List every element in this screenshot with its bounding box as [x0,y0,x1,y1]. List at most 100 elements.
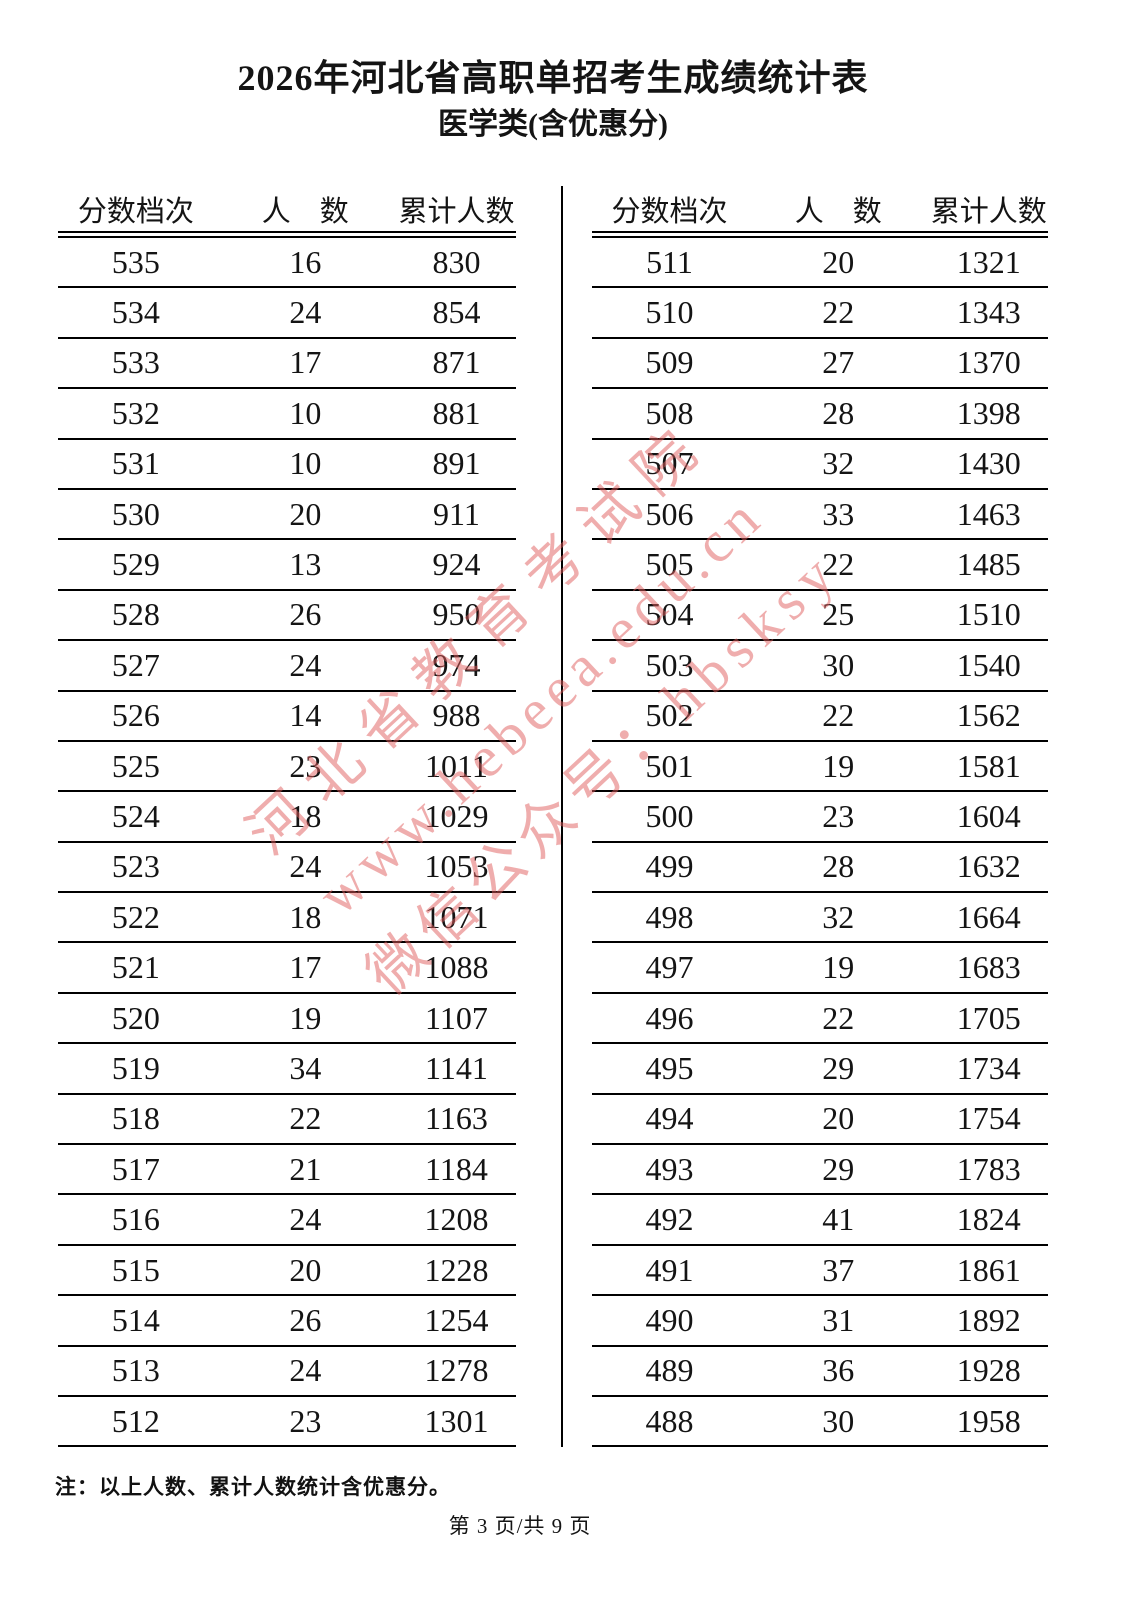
cumulative-cell: 1632 [956,848,1021,885]
count-cell: 24 [289,848,322,885]
count-cell: 28 [822,394,855,431]
score-table-left: 分数档次 人 数 累计人数 535 16 830 534 24 854 533 17 871 53… [58,186,516,1448]
column-header-score: 分数档次 [77,195,194,228]
cumulative-cell: 924 [432,546,481,583]
score-cell: 512 [111,1402,160,1439]
score-cell: 496 [645,999,694,1036]
table-row: 522 18 1071 [58,893,516,944]
count-cell: 24 [289,294,322,331]
table-row: 495 29 1734 [592,1044,1048,1095]
score-cell: 488 [645,1402,694,1439]
score-cell: 504 [645,596,694,633]
score-cell: 492 [645,1201,694,1238]
cumulative-cell: 1705 [956,999,1021,1036]
table-row: 525 23 1011 [58,742,516,793]
cumulative-cell: 1107 [425,999,488,1036]
table-row: 502 22 1562 [592,692,1048,742]
count-cell: 14 [289,697,322,734]
score-cell: 500 [645,797,694,834]
score-cell: 498 [645,898,694,935]
count-cell: 33 [822,495,855,532]
cumulative-cell: 1581 [956,747,1021,784]
cumulative-cell: 830 [432,243,481,280]
count-cell: 22 [822,697,855,734]
table-row: 515 20 1228 [58,1246,516,1297]
cumulative-cell: 1734 [956,1049,1021,1086]
column-header-count: 人 数 [261,195,349,228]
cumulative-cell: 1208 [424,1201,489,1238]
count-cell: 20 [822,1100,855,1137]
score-cell: 535 [111,243,160,280]
score-cell: 506 [645,495,694,532]
score-cell: 521 [111,949,160,986]
cumulative-cell: 1163 [425,1100,488,1137]
score-cell: 522 [111,898,160,935]
table-row: 521 17 1088 [58,943,516,994]
cumulative-cell: 1604 [956,797,1021,834]
count-cell: 17 [289,344,322,381]
table-row: 528 26 950 [58,591,516,642]
table-row: 508 28 1398 [592,389,1048,440]
count-cell: 19 [289,999,322,1036]
table-row: 497 19 1683 [592,943,1048,994]
score-cell: 501 [645,747,694,784]
score-cell: 497 [645,949,694,986]
table-row: 504 25 1510 [592,591,1048,642]
table-row: 526 14 988 [58,692,516,742]
cumulative-cell: 1071 [424,898,489,935]
cumulative-cell: 1053 [424,848,489,885]
score-cell: 503 [645,646,694,683]
cumulative-cell: 1398 [956,394,1021,431]
count-cell: 37 [822,1251,855,1288]
table-row: 499 28 1632 [592,843,1048,894]
score-cell: 511 [646,243,693,280]
cumulative-cell: 950 [432,596,481,633]
cumulative-cell: 1184 [425,1150,488,1187]
cumulative-cell: 1254 [424,1301,489,1338]
score-cell: 530 [111,495,160,532]
cumulative-cell: 988 [432,697,481,734]
cumulative-cell: 911 [433,495,480,532]
count-cell: 13 [289,546,322,583]
count-cell: 29 [822,1049,855,1086]
count-cell: 29 [822,1150,855,1187]
table-row: 529 13 924 [58,540,516,591]
score-cell: 516 [111,1201,160,1238]
count-cell: 23 [289,747,322,784]
count-cell: 18 [289,797,322,834]
score-cell: 493 [645,1150,694,1187]
table-row: 518 22 1163 [58,1095,516,1146]
cumulative-cell: 1824 [956,1201,1021,1238]
count-cell: 22 [289,1100,322,1137]
cumulative-cell: 1562 [956,697,1021,734]
table-row: 494 20 1754 [592,1095,1048,1146]
table-row: 509 27 1370 [592,339,1048,390]
score-cell: 524 [111,797,160,834]
count-cell: 32 [822,898,855,935]
cumulative-cell: 1510 [956,596,1021,633]
column-header-cumulative: 累计人数 [930,195,1047,228]
count-cell: 22 [822,546,855,583]
score-cell: 531 [111,445,160,482]
score-cell: 495 [645,1049,694,1086]
score-cell: 518 [111,1100,160,1137]
table-row: 496 22 1705 [592,994,1048,1045]
score-cell: 523 [111,848,160,885]
table-row: 534 24 854 [58,288,516,339]
score-cell: 528 [111,596,160,633]
count-cell: 36 [822,1352,855,1389]
table-row: 489 36 1928 [592,1347,1048,1397]
cumulative-cell: 1754 [956,1100,1021,1137]
cumulative-cell: 1088 [424,949,489,986]
cumulative-cell: 1928 [956,1352,1021,1389]
score-cell: 532 [111,394,160,431]
table-row: 512 23 1301 [58,1397,516,1448]
score-cell: 489 [645,1352,694,1389]
table-row: 517 21 1184 [58,1145,516,1196]
cumulative-cell: 1485 [956,546,1021,583]
count-cell: 23 [289,1402,322,1439]
cumulative-cell: 1463 [956,495,1021,532]
count-cell: 24 [289,646,322,683]
cumulative-cell: 1228 [424,1251,489,1288]
count-cell: 26 [289,596,322,633]
